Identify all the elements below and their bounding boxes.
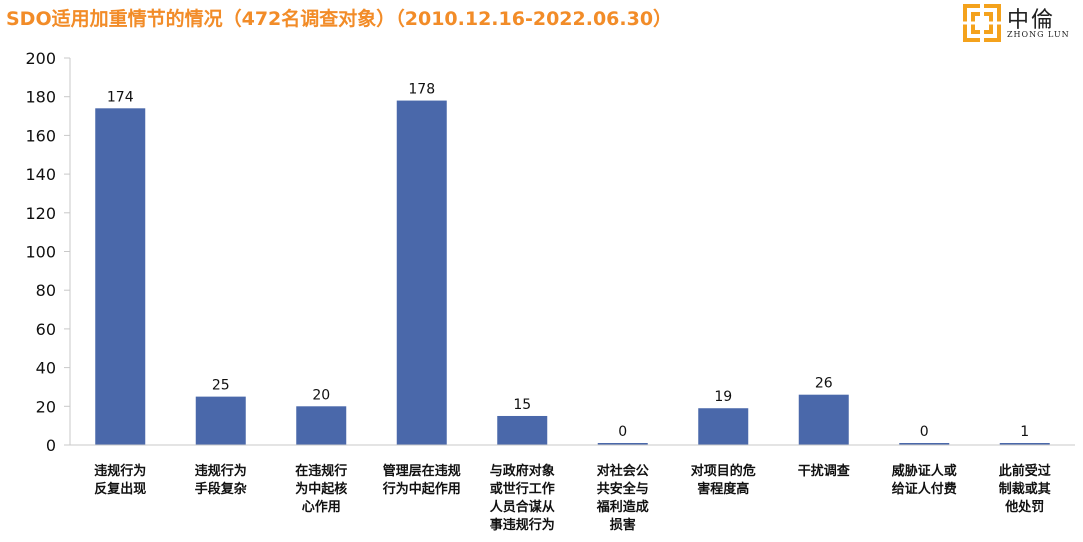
data-label: 0 [920,424,929,440]
data-label: 25 [212,378,230,394]
y-tick-label: 180 [25,88,56,107]
x-axis: 违规行为反复出现 违规行为手段复杂 在违规行为中起核心作用 管理层在违规行为中起作用与… [70,444,1075,533]
logo-english-text: ZHONG LUN [1007,30,1070,39]
x-tick-label: 管理层在违规行为中起作用 [382,463,461,497]
data-label: 26 [815,376,833,392]
y-tick-label: 40 [36,359,56,378]
chart-title: SDO适用加重情节的情况（472名调查对象）（2010.12.16-2022.0… [6,8,673,30]
x-tick-label: 威胁证人或给证人付费 [892,463,957,497]
y-tick-label: 60 [36,320,56,339]
zhonglun-logo: 中倫 ZHONG LUN [962,2,1077,46]
y-tick-label: 160 [25,126,56,145]
bar [899,443,950,445]
y-tick-label: 20 [36,397,56,416]
data-label: 178 [408,82,435,98]
x-tick-label: 干扰调查 [798,463,851,479]
data-label: 0 [618,424,627,440]
bar [698,408,749,445]
zhonglun-logo-icon [962,3,1002,43]
y-tick-label: 80 [36,281,56,300]
bar [396,100,447,445]
y-tick-label: 0 [46,436,56,455]
bar [597,443,648,445]
logo-chinese-text: 中倫 [1007,8,1056,33]
bar [195,396,246,445]
data-label: 20 [312,387,330,403]
bar [497,415,548,445]
y-tick-label: 140 [25,165,56,184]
x-tick-label: 违规行为反复出现 [94,463,146,497]
y-axis: 0 20 40 60 80 100 120 140 160 180 200 [25,49,71,455]
x-tick-label: 对项目的危害程度高 [691,463,756,497]
y-tick-label: 100 [25,243,56,262]
bar [296,406,347,445]
x-tick-label: 此前受过制裁或其他处罚 [999,463,1051,515]
bar [95,108,146,445]
bar [798,394,849,445]
bar [999,443,1050,445]
x-tick-label: 对社会公共安全与福利造成损害 [596,463,649,533]
y-tick-label: 120 [25,204,56,223]
data-label: 174 [107,89,134,105]
bars: 174 25 20 178 15 0 19 26 0 1 [95,82,1050,445]
data-label: 15 [513,397,531,413]
data-label: 1 [1020,424,1029,440]
x-tick-label: 在违规行为中起核心作用 [295,463,347,515]
y-tick-label: 200 [25,49,56,68]
data-label: 19 [714,389,732,405]
x-tick-label: 与政府对象或世行工作人员合谋从事违规行为 [490,463,555,533]
x-tick-label: 违规行为手段复杂 [195,463,247,497]
